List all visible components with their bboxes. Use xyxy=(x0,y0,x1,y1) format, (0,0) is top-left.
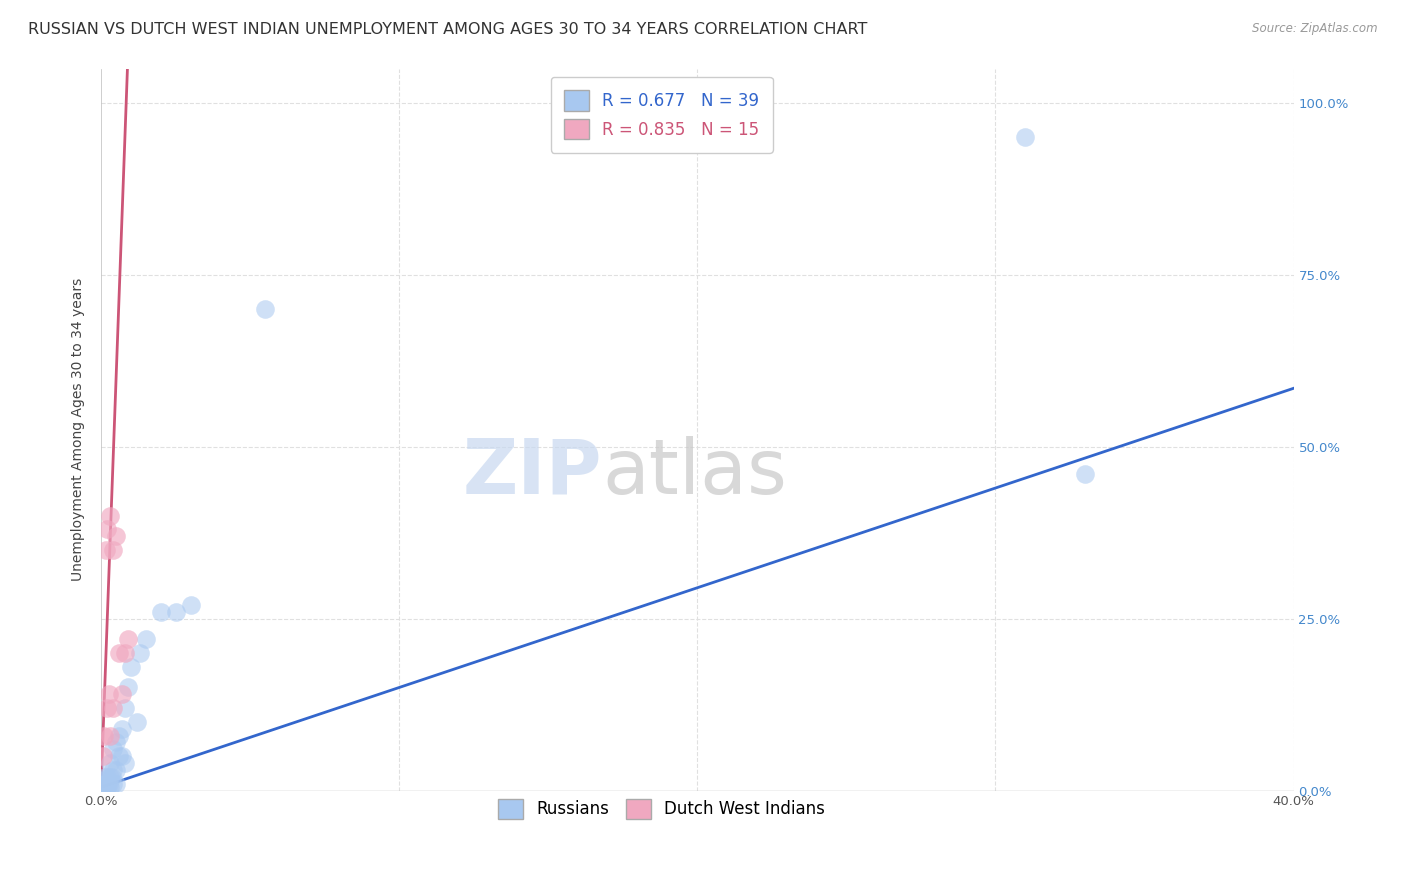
Point xyxy=(108,646,131,660)
Point xyxy=(149,605,172,619)
Point xyxy=(1014,130,1036,145)
Point xyxy=(180,598,202,612)
Point xyxy=(100,770,122,784)
Point xyxy=(111,687,134,701)
Point xyxy=(98,508,121,523)
Point xyxy=(91,749,114,764)
Point xyxy=(97,687,120,701)
Point xyxy=(96,777,118,791)
Point xyxy=(96,770,118,784)
Point xyxy=(105,763,128,777)
Point xyxy=(108,729,131,743)
Point xyxy=(135,632,157,647)
Point xyxy=(98,780,121,794)
Text: Source: ZipAtlas.com: Source: ZipAtlas.com xyxy=(1253,22,1378,36)
Point xyxy=(98,770,121,784)
Point xyxy=(114,756,136,770)
Point xyxy=(101,742,124,756)
Point xyxy=(98,756,121,770)
Point xyxy=(114,701,136,715)
Point xyxy=(101,701,124,715)
Point xyxy=(96,522,118,536)
Point xyxy=(91,778,114,792)
Point xyxy=(93,773,115,788)
Point xyxy=(117,681,139,695)
Point xyxy=(94,542,117,557)
Point xyxy=(105,735,128,749)
Point xyxy=(94,770,117,784)
Point xyxy=(105,529,128,543)
Point xyxy=(98,729,121,743)
Text: RUSSIAN VS DUTCH WEST INDIAN UNEMPLOYMENT AMONG AGES 30 TO 34 YEARS CORRELATION : RUSSIAN VS DUTCH WEST INDIAN UNEMPLOYMEN… xyxy=(28,22,868,37)
Point xyxy=(93,777,115,791)
Point xyxy=(129,646,152,660)
Point xyxy=(165,605,187,619)
Point xyxy=(91,780,114,794)
Y-axis label: Unemployment Among Ages 30 to 34 years: Unemployment Among Ages 30 to 34 years xyxy=(72,278,86,582)
Point xyxy=(94,777,117,791)
Text: ZIP: ZIP xyxy=(463,436,602,510)
Point xyxy=(101,763,124,777)
Point xyxy=(93,729,115,743)
Point xyxy=(96,780,118,794)
Point xyxy=(114,646,136,660)
Point xyxy=(101,542,124,557)
Point xyxy=(120,660,142,674)
Point xyxy=(108,749,131,764)
Text: atlas: atlas xyxy=(602,436,787,510)
Point xyxy=(94,777,117,791)
Point xyxy=(96,701,118,715)
Point xyxy=(125,714,148,729)
Point xyxy=(117,632,139,647)
Point xyxy=(97,777,120,791)
Point xyxy=(111,722,134,736)
Legend: Russians, Dutch West Indians: Russians, Dutch West Indians xyxy=(492,792,832,826)
Point xyxy=(1074,467,1097,482)
Point xyxy=(94,780,117,794)
Point xyxy=(105,777,128,791)
Point xyxy=(254,302,277,317)
Point xyxy=(101,777,124,791)
Point xyxy=(111,749,134,764)
